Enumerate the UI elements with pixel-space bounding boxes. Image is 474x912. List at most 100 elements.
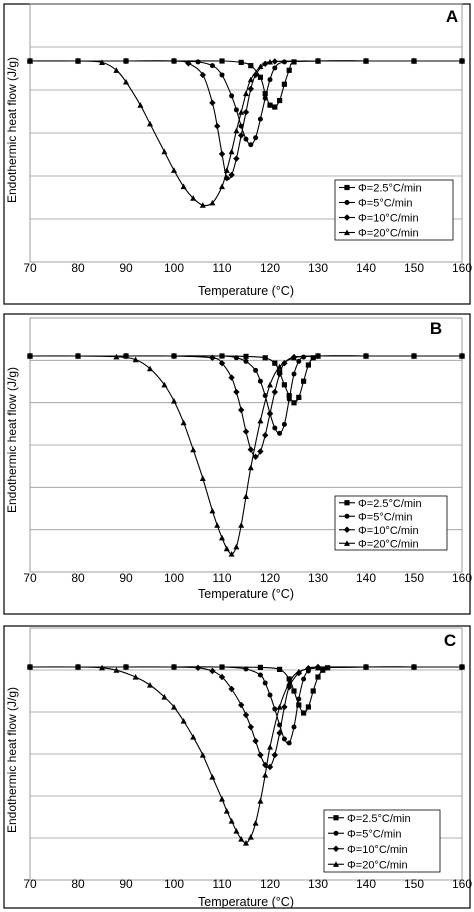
data-point <box>75 353 81 359</box>
data-point <box>262 772 269 778</box>
data-point <box>233 388 240 396</box>
y-axis-title: Endothermic heat flow (J/g) <box>5 57 19 203</box>
legend-label: Φ=2.5°C/min <box>358 498 422 510</box>
data-point <box>228 685 235 693</box>
data-point <box>171 398 177 404</box>
data-point <box>257 448 264 455</box>
data-point <box>180 183 187 190</box>
data-point <box>272 104 278 110</box>
data-point <box>122 663 130 671</box>
legend-marker <box>344 184 350 191</box>
legend-box <box>334 495 448 551</box>
data-point <box>252 737 259 745</box>
data-point <box>267 102 273 108</box>
plot-area <box>29 627 463 881</box>
data-point <box>161 381 168 388</box>
x-tick-label: 70 <box>23 261 37 275</box>
data-point <box>276 363 283 370</box>
legend-marker <box>343 526 351 533</box>
data-point <box>291 688 297 694</box>
data-point <box>199 202 206 208</box>
y-axis-title: Endothermic heat flow (J/g) <box>5 367 19 513</box>
legend-label: Φ=10°C/min <box>347 844 408 856</box>
x-tick-label: 150 <box>404 877 424 891</box>
legend-marker <box>344 500 350 506</box>
panel-label: A <box>446 7 458 26</box>
data-point <box>27 664 33 670</box>
data-point <box>219 183 225 190</box>
x-tick-label: 130 <box>308 877 328 891</box>
data-point <box>277 666 283 672</box>
x-tick-label: 80 <box>71 571 85 585</box>
data-point <box>291 400 297 406</box>
data-point <box>137 102 144 108</box>
data-point <box>170 57 178 65</box>
data-point <box>243 358 249 364</box>
data-point <box>238 836 245 842</box>
data-point <box>209 63 215 69</box>
data-point <box>271 751 278 759</box>
data-point <box>219 353 225 359</box>
data-point <box>170 663 178 671</box>
data-point <box>459 664 465 670</box>
data-point <box>233 355 239 361</box>
data-point <box>228 374 235 381</box>
data-point <box>252 453 259 460</box>
data-point <box>223 167 230 173</box>
data-point <box>180 718 187 724</box>
panel-label: C <box>444 631 456 650</box>
x-tick-label: 80 <box>71 261 85 275</box>
data-point <box>257 664 263 670</box>
chart-panel-b: 70 80 90 100 110 120 130 140 150 160 Temperature (… <box>3 313 472 615</box>
data-point <box>219 796 225 802</box>
data-point <box>291 724 297 730</box>
data-point <box>233 155 240 162</box>
data-point <box>243 90 249 97</box>
x-tick-label: 140 <box>356 877 376 891</box>
data-point <box>229 93 235 99</box>
data-point <box>219 58 225 64</box>
data-point <box>218 673 226 681</box>
x-tick-label: 120 <box>260 261 280 275</box>
data-point <box>27 58 33 64</box>
x-axis-title: Temperature (°C) <box>198 587 294 601</box>
legend-label: Φ=20°C/min <box>358 538 419 550</box>
data-point <box>132 674 139 680</box>
data-point <box>262 680 268 686</box>
data-point <box>242 108 250 116</box>
data-point <box>291 371 297 377</box>
data-point <box>209 507 216 514</box>
x-axis-title: Temperature (°C) <box>198 284 294 298</box>
x-tick-label: 100 <box>164 261 184 275</box>
data-point <box>233 543 240 550</box>
legend-label: Φ=5°C/min <box>358 198 412 210</box>
data-point <box>248 63 254 69</box>
legend-marker <box>344 540 350 546</box>
data-point <box>113 353 120 360</box>
data-point <box>281 382 287 388</box>
data-point <box>228 148 235 155</box>
data-point <box>411 664 417 670</box>
data-point <box>271 388 278 396</box>
data-point <box>243 840 249 846</box>
x-tick-label: 160 <box>452 261 472 275</box>
data-point <box>243 353 249 359</box>
legend-marker <box>333 815 339 821</box>
data-point <box>310 688 316 694</box>
legend-label: Φ=5°C/min <box>358 511 412 523</box>
panel-frame <box>3 313 471 615</box>
chart-panel-a: 70 80 90 100 110 120 130 140 150 160 Temperature (… <box>3 3 472 305</box>
data-point <box>291 354 297 361</box>
data-point <box>228 818 235 824</box>
data-point <box>161 148 168 155</box>
x-tick-label: 70 <box>23 571 37 585</box>
data-point <box>301 676 307 682</box>
data-point <box>223 808 230 814</box>
data-point <box>281 703 288 711</box>
legend-label: Φ=20°C/min <box>347 859 408 871</box>
data-point <box>209 667 216 675</box>
data-point <box>209 199 216 206</box>
data-point <box>99 664 105 671</box>
